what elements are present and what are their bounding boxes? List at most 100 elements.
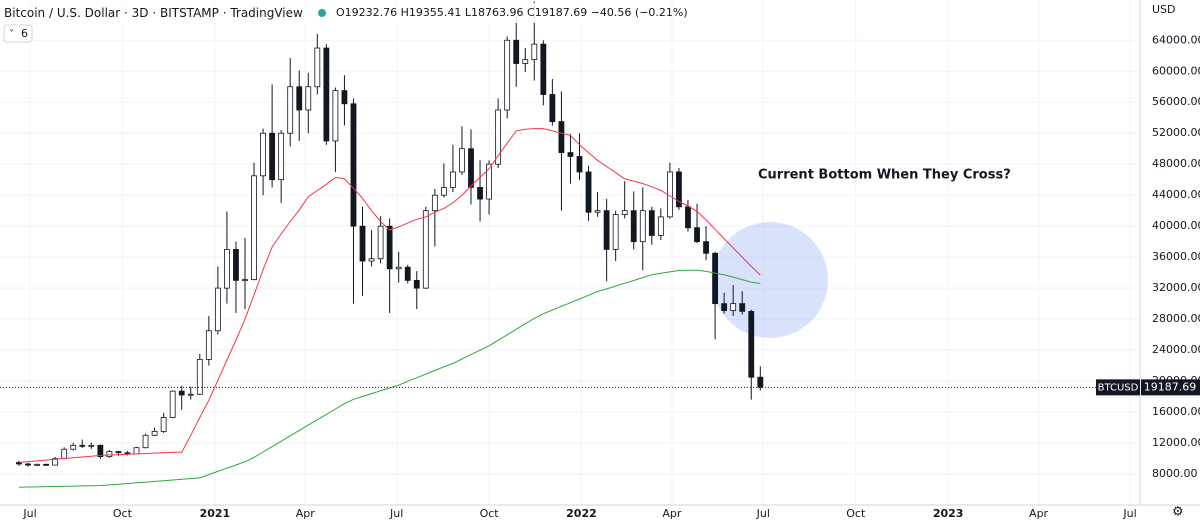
- candle-body: [739, 303, 746, 312]
- candle-body: [639, 210, 646, 243]
- candle-body: [459, 148, 465, 173]
- candle-body: [676, 171, 682, 208]
- y-tick-label: 64000.00: [1152, 33, 1200, 46]
- candle-body: [522, 59, 529, 64]
- candle-body: [440, 187, 447, 196]
- y-tick-label: 12000.00: [1152, 436, 1200, 449]
- candle-body: [468, 148, 474, 188]
- y-tick-label: 60000.00: [1152, 64, 1200, 77]
- candle-body: [359, 225, 366, 262]
- candle-body: [178, 390, 185, 396]
- candle-body: [431, 194, 438, 212]
- candle-body: [260, 132, 266, 177]
- ohlc: O19232.76 H19355.41 L18763.96 C19187.69 …: [336, 6, 688, 19]
- candle-body: [612, 214, 619, 250]
- symbol: Bitcoin / U.S. Dollar · 3D · BITSTAMP · …: [4, 6, 303, 20]
- candle-body: [124, 452, 131, 455]
- moving-average: [18, 128, 761, 463]
- candle-body: [341, 90, 348, 105]
- moving-average: [18, 269, 761, 488]
- candle-body: [70, 444, 77, 450]
- candle-body: [395, 266, 402, 270]
- candle-body: [495, 109, 502, 165]
- y-tick-label: 48000.00: [1152, 157, 1200, 170]
- candle-body: [594, 210, 601, 213]
- candle-body: [323, 47, 330, 142]
- candle-body: [685, 206, 691, 229]
- candle-body: [386, 225, 393, 270]
- x-tick-label: 2022: [566, 507, 597, 520]
- x-tick-label: Apr: [662, 507, 682, 520]
- candle-body: [531, 43, 538, 61]
- candle-body: [404, 266, 411, 281]
- candle-body: [712, 252, 718, 305]
- currency[interactable]: USD: [1152, 3, 1176, 16]
- candle-body: [115, 451, 122, 454]
- plot: [16, 1, 764, 488]
- candle-body: [278, 132, 285, 181]
- candle-body: [79, 444, 86, 447]
- x-tick-label: Jul: [756, 507, 770, 520]
- candle-body: [558, 121, 565, 153]
- candle-body: [25, 463, 31, 466]
- highlight-circle: [712, 222, 828, 338]
- last-price: BTCUSD 19187.69: [0, 379, 1200, 396]
- close: C19187.69: [527, 6, 587, 19]
- candle-body: [540, 43, 547, 95]
- candle-body: [251, 175, 257, 281]
- candle-body: [748, 310, 755, 378]
- candle-body: [630, 210, 637, 243]
- candle-body: [603, 210, 610, 250]
- candle-body: [657, 216, 664, 236]
- candle-body: [621, 210, 628, 215]
- y-tick-label: 52000.00: [1152, 126, 1200, 139]
- candle-body: [214, 287, 221, 332]
- candle-body: [576, 156, 583, 173]
- y-tick-label: 8000.00: [1152, 467, 1198, 480]
- symbol-label-bg: [1096, 379, 1140, 396]
- candle-body: [142, 434, 149, 449]
- candle-body: [721, 303, 728, 311]
- x-tick-label: Apr: [296, 507, 316, 520]
- candle-body: [730, 303, 737, 311]
- y-tick-label: 16000.00: [1152, 405, 1200, 418]
- candle-body: [513, 39, 520, 64]
- candle-body: [585, 171, 592, 213]
- candle-body: [16, 462, 22, 465]
- candle-body: [233, 249, 239, 281]
- candle-body: [97, 444, 104, 457]
- candle-body: [694, 227, 700, 243]
- price-label-bg: [1141, 379, 1200, 396]
- open: O19232.76: [336, 6, 397, 19]
- candle-body: [648, 210, 655, 236]
- indicator-count: 6: [21, 27, 28, 40]
- price-label: 19187.69: [1144, 380, 1197, 393]
- indicator-toggle[interactable]: [3, 24, 33, 43]
- y-tick-label: 28000.00: [1152, 312, 1200, 325]
- candle-body: [169, 390, 176, 418]
- candle-body: [368, 258, 375, 262]
- candle-body: [486, 163, 492, 200]
- change: −40.56 (−0.21%): [591, 6, 688, 19]
- x-tick-label: Jul: [389, 507, 403, 520]
- candle-body: [269, 132, 276, 181]
- candle-body: [43, 463, 50, 466]
- symbol-label: BTCUSD: [1098, 382, 1139, 393]
- x-tick-label: Apr: [1029, 507, 1049, 520]
- x-tick-label: Oct: [846, 507, 866, 520]
- y-tick-label: 32000.00: [1152, 281, 1200, 294]
- y-tick-label: 36000.00: [1152, 250, 1200, 263]
- annotation: Current Bottom When They Cross?: [758, 168, 1011, 183]
- settings-icon[interactable]: ⚙: [1172, 505, 1184, 520]
- candle-body: [61, 448, 68, 459]
- candle-body: [88, 444, 95, 447]
- candle-body: [567, 152, 574, 157]
- candle-body: [34, 463, 40, 466]
- candle-body: [377, 225, 384, 260]
- candle-body: [314, 47, 321, 88]
- header: Bitcoin / U.S. Dollar · 3D · BITSTAMP · …: [4, 6, 303, 20]
- candle-body: [757, 376, 764, 388]
